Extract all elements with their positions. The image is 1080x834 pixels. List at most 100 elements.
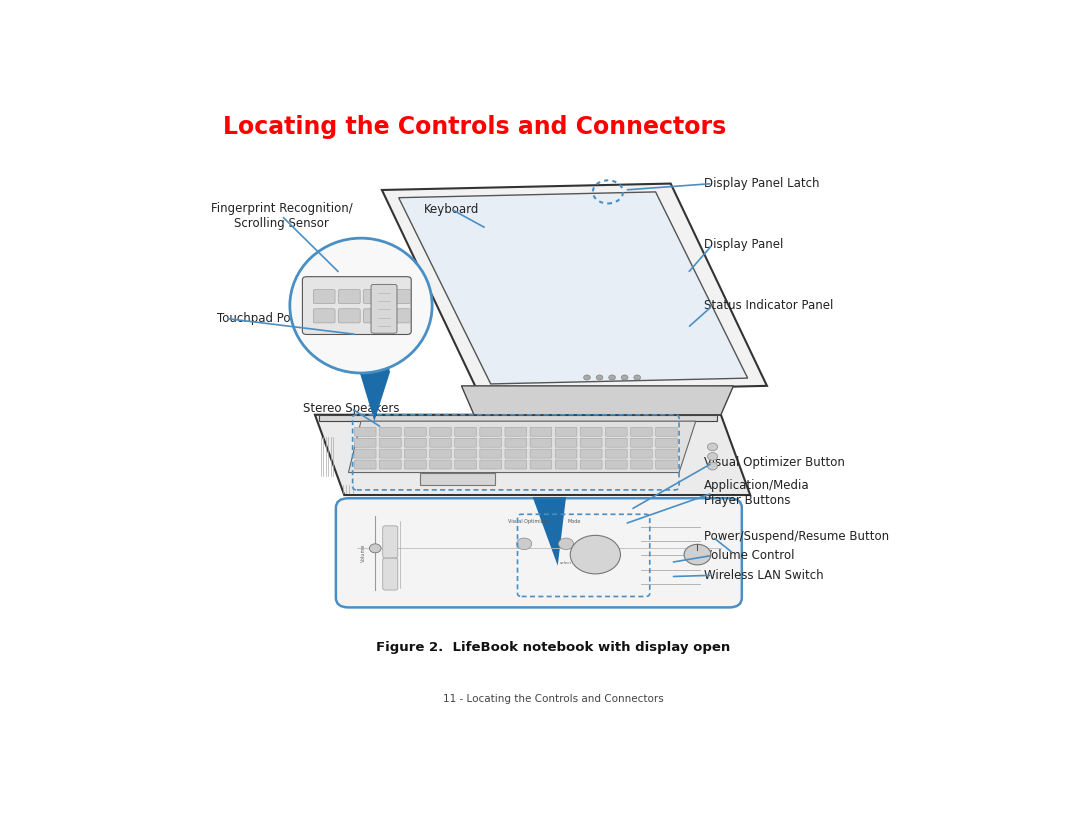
Polygon shape — [315, 414, 751, 495]
Text: 11 - Locating the Controls and Connectors: 11 - Locating the Controls and Connector… — [443, 694, 664, 704]
Circle shape — [684, 545, 711, 565]
Circle shape — [516, 538, 531, 550]
FancyBboxPatch shape — [530, 449, 552, 458]
Circle shape — [634, 375, 640, 380]
Text: Status Indicator Panel: Status Indicator Panel — [704, 299, 834, 312]
Polygon shape — [360, 371, 390, 421]
Circle shape — [707, 443, 717, 450]
FancyBboxPatch shape — [389, 309, 410, 323]
FancyBboxPatch shape — [338, 309, 360, 323]
FancyBboxPatch shape — [656, 449, 677, 458]
FancyBboxPatch shape — [505, 438, 527, 447]
FancyBboxPatch shape — [505, 449, 527, 458]
FancyBboxPatch shape — [430, 460, 451, 469]
FancyBboxPatch shape — [364, 309, 386, 323]
FancyBboxPatch shape — [354, 438, 376, 447]
Text: Locating the Controls and Connectors: Locating the Controls and Connectors — [222, 114, 726, 138]
FancyBboxPatch shape — [530, 438, 552, 447]
Polygon shape — [320, 414, 717, 421]
FancyBboxPatch shape — [631, 449, 652, 458]
FancyBboxPatch shape — [382, 558, 397, 590]
FancyBboxPatch shape — [656, 427, 677, 436]
FancyBboxPatch shape — [364, 289, 386, 304]
FancyBboxPatch shape — [606, 449, 627, 458]
Text: Wireless LAN Switch: Wireless LAN Switch — [704, 569, 824, 582]
FancyBboxPatch shape — [580, 427, 602, 436]
FancyBboxPatch shape — [405, 449, 427, 458]
FancyBboxPatch shape — [338, 289, 360, 304]
FancyBboxPatch shape — [631, 460, 652, 469]
FancyBboxPatch shape — [354, 449, 376, 458]
Circle shape — [621, 375, 627, 380]
Circle shape — [707, 453, 717, 460]
FancyBboxPatch shape — [405, 438, 427, 447]
Circle shape — [369, 544, 381, 553]
FancyBboxPatch shape — [313, 309, 335, 323]
FancyBboxPatch shape — [505, 427, 527, 436]
Text: Stereo Speakers: Stereo Speakers — [302, 402, 400, 414]
Text: select: select — [561, 560, 572, 565]
FancyBboxPatch shape — [480, 438, 501, 447]
Text: Figure 2.  LifeBook notebook with display open: Figure 2. LifeBook notebook with display… — [376, 641, 731, 654]
FancyBboxPatch shape — [555, 438, 577, 447]
FancyBboxPatch shape — [302, 277, 411, 334]
Ellipse shape — [289, 239, 432, 373]
FancyBboxPatch shape — [389, 289, 410, 304]
FancyBboxPatch shape — [354, 460, 376, 469]
FancyBboxPatch shape — [480, 460, 501, 469]
Text: Display Panel: Display Panel — [704, 238, 783, 251]
Text: Application/Media
Player Buttons: Application/Media Player Buttons — [704, 479, 810, 507]
Polygon shape — [461, 386, 733, 414]
FancyBboxPatch shape — [379, 460, 401, 469]
FancyBboxPatch shape — [530, 427, 552, 436]
FancyBboxPatch shape — [580, 449, 602, 458]
FancyBboxPatch shape — [379, 427, 401, 436]
FancyBboxPatch shape — [455, 438, 476, 447]
Circle shape — [707, 462, 717, 470]
FancyBboxPatch shape — [455, 449, 476, 458]
Text: Mode: Mode — [568, 520, 581, 525]
FancyBboxPatch shape — [530, 460, 552, 469]
Polygon shape — [399, 192, 747, 384]
FancyBboxPatch shape — [631, 427, 652, 436]
Text: Display Panel Latch: Display Panel Latch — [704, 177, 820, 190]
Text: Power/Suspend/Resume Button: Power/Suspend/Resume Button — [704, 530, 889, 543]
FancyBboxPatch shape — [313, 289, 335, 304]
FancyBboxPatch shape — [555, 460, 577, 469]
Text: Fingerprint Recognition/
Scrolling Sensor: Fingerprint Recognition/ Scrolling Senso… — [211, 202, 352, 229]
FancyBboxPatch shape — [631, 438, 652, 447]
Polygon shape — [382, 183, 767, 392]
FancyBboxPatch shape — [656, 438, 677, 447]
FancyBboxPatch shape — [405, 460, 427, 469]
Polygon shape — [349, 421, 696, 473]
FancyBboxPatch shape — [382, 526, 397, 558]
FancyBboxPatch shape — [555, 449, 577, 458]
Text: Touchpad Pointing Device: Touchpad Pointing Device — [217, 312, 368, 325]
FancyBboxPatch shape — [405, 427, 427, 436]
Text: Visual Optimizer Button: Visual Optimizer Button — [704, 456, 845, 470]
Text: Volume Control: Volume Control — [704, 549, 795, 562]
FancyBboxPatch shape — [430, 449, 451, 458]
FancyBboxPatch shape — [379, 438, 401, 447]
FancyBboxPatch shape — [606, 438, 627, 447]
Circle shape — [558, 538, 573, 550]
Text: Volume: Volume — [361, 544, 366, 562]
FancyBboxPatch shape — [430, 438, 451, 447]
FancyBboxPatch shape — [379, 449, 401, 458]
Circle shape — [609, 375, 616, 380]
Text: Keyboard: Keyboard — [423, 203, 480, 216]
Polygon shape — [532, 497, 566, 565]
FancyBboxPatch shape — [354, 427, 376, 436]
FancyBboxPatch shape — [480, 449, 501, 458]
FancyBboxPatch shape — [480, 427, 501, 436]
FancyBboxPatch shape — [606, 427, 627, 436]
FancyBboxPatch shape — [455, 427, 476, 436]
FancyBboxPatch shape — [580, 460, 602, 469]
FancyBboxPatch shape — [336, 498, 742, 607]
FancyBboxPatch shape — [656, 460, 677, 469]
Circle shape — [360, 359, 390, 381]
Circle shape — [570, 535, 620, 574]
Polygon shape — [420, 473, 495, 485]
FancyBboxPatch shape — [606, 460, 627, 469]
FancyBboxPatch shape — [430, 427, 451, 436]
